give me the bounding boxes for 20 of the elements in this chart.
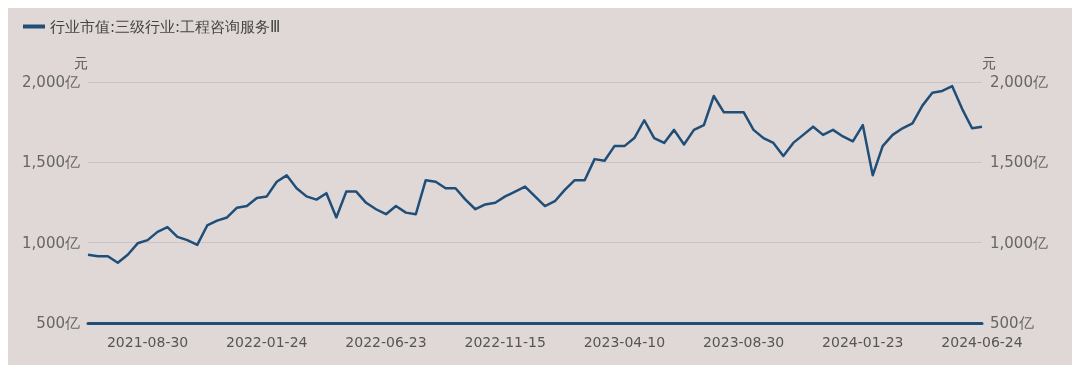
y2-tick-label: 1,500亿	[990, 153, 1048, 172]
x-tick-label: 2023-04-10	[583, 334, 666, 350]
x-tick-label: 2022-06-23	[345, 334, 427, 350]
y2-axis-title: 元	[982, 55, 996, 71]
x-tick-label: 2022-01-24	[226, 334, 308, 350]
y2-tick-label: 1,000亿	[990, 233, 1048, 252]
y2-tick-label: 500亿	[990, 314, 1034, 332]
x-tick-label: 2023-08-30	[702, 334, 785, 350]
y-tick-label: 1,500亿	[22, 153, 80, 172]
y-tick-label: 2,000亿	[22, 73, 80, 91]
y-tick-label: 1,000亿	[22, 233, 80, 252]
x-tick-label: 2024-06-24	[941, 334, 1023, 350]
x-tick-label: 2024-01-23	[822, 334, 904, 350]
line-series	[86, 84, 984, 264]
y-axis-title: 元	[74, 55, 88, 71]
legend-label: 行业市值:三级行业:工程咨询服务Ⅲ	[50, 17, 281, 36]
x-tick-label: 2021-08-30	[106, 334, 189, 350]
x-tick-label: 2022-11-15	[464, 334, 546, 350]
y-tick-label: 500亿	[36, 314, 80, 332]
y2-tick-label: 2,000亿	[990, 73, 1048, 91]
